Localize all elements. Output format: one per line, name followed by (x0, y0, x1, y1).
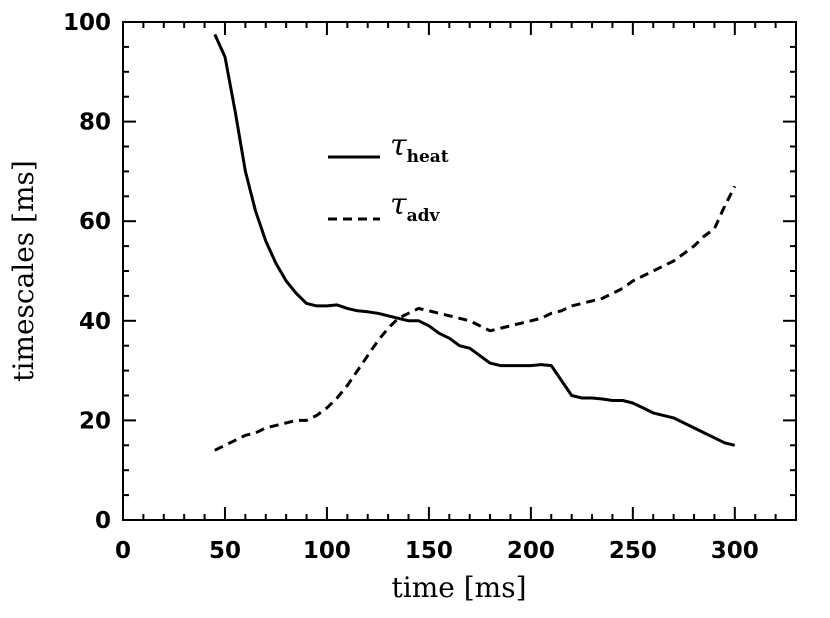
legend-label-heat: τheat (390, 128, 449, 167)
legend: τheat τadv (328, 128, 449, 226)
x-tick-label: 250 (609, 538, 657, 564)
y-tick-label: 40 (79, 309, 111, 335)
series-line-tau-adv (214, 185, 737, 452)
plot-frame (122, 21, 797, 521)
y-tick-label: 0 (95, 508, 111, 534)
x-tick-label: 50 (209, 538, 241, 564)
y-axis-label: timescales [ms] (7, 160, 40, 382)
x-tick-label: 0 (115, 538, 131, 564)
x-tick-label: 150 (405, 538, 453, 564)
x-tick-label: 200 (507, 538, 555, 564)
x-tick-label: 300 (711, 538, 759, 564)
series-line-tau-heat (213, 33, 736, 447)
legend-label-adv: τadv (390, 187, 441, 226)
y-tick-label: 20 (79, 408, 111, 434)
y-tick-label: 100 (63, 10, 111, 36)
y-tick-label: 60 (79, 209, 111, 235)
x-tick-label: 100 (303, 538, 351, 564)
y-tick-label: 80 (79, 110, 111, 136)
x-axis-label: time [ms] (392, 571, 527, 604)
